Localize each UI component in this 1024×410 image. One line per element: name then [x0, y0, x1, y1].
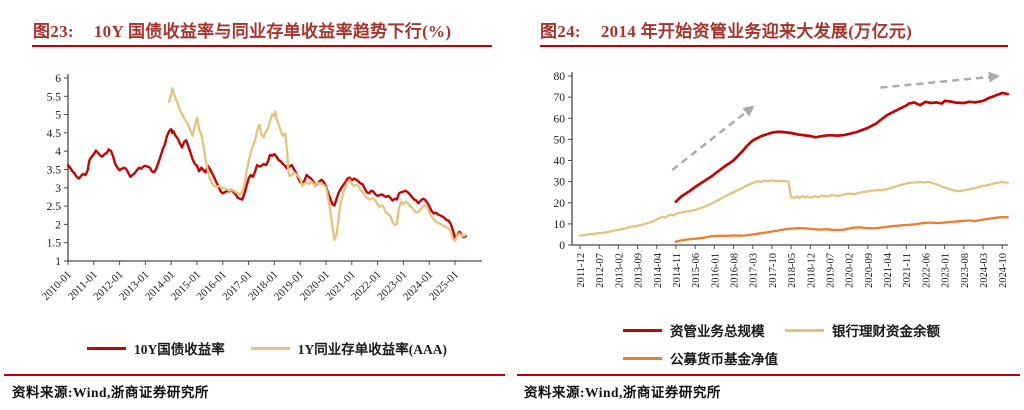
svg-text:2020-02: 2020-02	[845, 253, 856, 288]
svg-text:2017-03: 2017-03	[749, 253, 760, 288]
svg-text:2016-08: 2016-08	[730, 253, 741, 288]
svg-text:2024-10: 2024-10	[998, 253, 1009, 288]
svg-text:2013-02: 2013-02	[614, 253, 625, 288]
legend-item: 1Y同业存单收益率(AAA)	[250, 338, 447, 358]
legend-line-swatch	[623, 328, 662, 332]
legend-item: 银行理财资金余额	[785, 320, 940, 340]
svg-text:2023-01: 2023-01	[941, 253, 952, 288]
svg-text:60: 60	[554, 113, 566, 125]
legend-label: 资管业务总规模	[670, 324, 765, 339]
figure-23-legend: 10Y国债收益率 1Y同业存单收益率(AAA)	[28, 338, 506, 358]
figure-24-source-rule	[517, 374, 1020, 376]
svg-text:2021-04: 2021-04	[883, 252, 894, 288]
svg-text:40: 40	[554, 156, 566, 168]
legend-label: 公募货币基金净值	[670, 352, 778, 367]
figure-24-title-underline	[540, 45, 1008, 47]
figure-23-title: 图23: 10Y 国债收益率与同业存单收益率趋势下行(%)	[33, 17, 451, 42]
figure-24-heading: 2014 年开始资管业务迎来大发展(万亿元)	[600, 22, 913, 41]
figure-23: 图23: 10Y 国债收益率与同业存单收益率趋势下行(%) 1 1.5 2 2.5 3 3.…	[28, 14, 510, 396]
figure-23-heading: 10Y 国债收益率与同业存单收益率趋势下行(%)	[93, 22, 452, 41]
svg-text:10: 10	[554, 219, 566, 231]
figure-24-source-note: 资料来源:Wind,浙商证券研究所	[524, 385, 721, 400]
svg-text:2012-07: 2012-07	[595, 253, 606, 288]
svg-text:0: 0	[559, 240, 565, 252]
legend-line-swatch	[623, 356, 662, 360]
figure-23-label: 图23:	[33, 22, 74, 41]
svg-text:2017-10: 2017-10	[768, 253, 779, 288]
svg-text:4.5: 4.5	[47, 128, 62, 140]
svg-text:1: 1	[55, 256, 61, 268]
svg-text:2016-01: 2016-01	[710, 253, 721, 288]
svg-text:1.5: 1.5	[47, 238, 62, 250]
legend-item: 10Y国债收益率	[87, 338, 225, 358]
svg-text:30: 30	[554, 177, 566, 189]
svg-text:80: 80	[554, 71, 566, 83]
figure-23-source-rule	[4, 374, 505, 376]
svg-text:20: 20	[554, 198, 566, 210]
svg-text:2018-05: 2018-05	[787, 253, 798, 288]
figure-23-source-note: 资料来源:Wind,浙商证券研究所	[12, 385, 209, 400]
svg-text:2014-04: 2014-04	[653, 252, 664, 288]
bond-yield-line-chart: 11.522.533.544.555.562010-012011-012012-…	[40, 73, 482, 303]
svg-text:4: 4	[55, 146, 61, 158]
figure-24-legend: 资管业务总规模 银行理财资金余额公募货币基金净值	[623, 320, 940, 368]
svg-text:3: 3	[55, 183, 61, 195]
figure-24-label: 图24:	[540, 22, 581, 41]
svg-text:3.5: 3.5	[47, 165, 62, 177]
legend-line-swatch	[785, 328, 824, 332]
legend-item: 资管业务总规模	[623, 320, 785, 340]
figure-23-title-underline	[32, 45, 492, 47]
svg-text:2024-03: 2024-03	[979, 253, 990, 288]
svg-text:70: 70	[554, 92, 566, 104]
asset-management-line-chart: 0 10 20 30 40 50 60 70 80 2011-12 2012-07 2013-02 20…	[554, 71, 1010, 288]
legend-line-swatch	[87, 346, 126, 350]
svg-text:2014-11: 2014-11	[672, 253, 683, 288]
svg-text:50: 50	[554, 134, 566, 146]
legend-line-swatch	[250, 346, 290, 350]
svg-text:2013-09: 2013-09	[634, 253, 645, 288]
svg-text:2021-11: 2021-11	[902, 253, 913, 288]
legend-label: 1Y同业存单收益率(AAA)	[297, 342, 447, 357]
svg-text:5.5: 5.5	[47, 91, 62, 103]
svg-text:6: 6	[55, 73, 61, 85]
legend-label: 10Y国债收益率	[134, 342, 225, 357]
svg-text:2023-08: 2023-08	[960, 253, 971, 288]
svg-text:2018-12: 2018-12	[806, 253, 817, 288]
legend-label: 银行理财资金余额	[832, 324, 940, 339]
svg-text:2.5: 2.5	[47, 201, 62, 213]
svg-text:2022-06: 2022-06	[921, 253, 932, 288]
svg-text:2: 2	[55, 219, 61, 231]
svg-text:2019-07: 2019-07	[825, 253, 836, 288]
legend-item: 公募货币基金净值	[623, 348, 785, 368]
svg-text:2015-06: 2015-06	[691, 253, 702, 288]
figure-24: 图24: 2014 年开始资管业务迎来大发展(万亿元) 0 10 20 30 40 50 60…	[535, 14, 1021, 396]
figure-24-title: 图24: 2014 年开始资管业务迎来大发展(万亿元)	[540, 17, 912, 42]
svg-text:5: 5	[55, 110, 61, 122]
svg-text:2011-12: 2011-12	[576, 253, 587, 288]
svg-text:2020-09: 2020-09	[864, 253, 875, 288]
